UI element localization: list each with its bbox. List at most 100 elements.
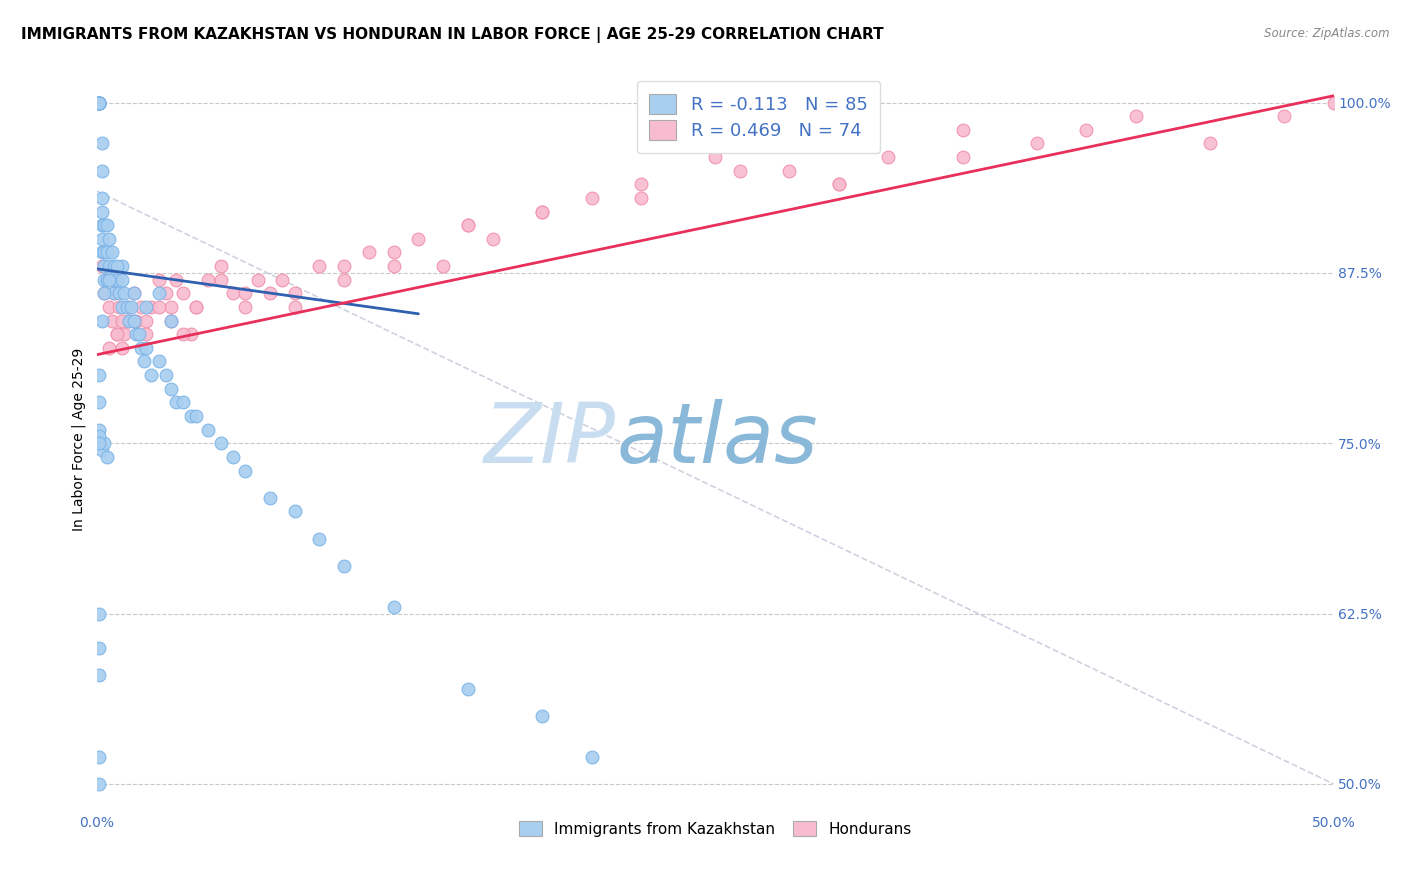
Point (103, 259, 125, 273)
Point (581, 749, 603, 764)
Point (1076, 123, 1098, 137)
Point (155, 368, 177, 383)
Point (581, 191, 603, 205)
Point (105, 273, 128, 287)
Point (118, 313, 141, 327)
Point (333, 259, 356, 273)
Point (103, 286, 125, 301)
Point (135, 341, 157, 355)
Point (233, 300, 256, 314)
Point (233, 286, 256, 301)
Point (165, 273, 187, 287)
Point (90, 245, 112, 260)
Point (952, 150, 974, 164)
Point (89, 668, 111, 682)
Point (96, 450, 118, 464)
Point (122, 313, 145, 327)
Point (90, 191, 112, 205)
Point (98, 232, 121, 246)
Point (630, 191, 652, 205)
Legend: Immigrants from Kazakhstan, Hondurans: Immigrants from Kazakhstan, Hondurans (512, 814, 920, 845)
Point (531, 204, 554, 219)
Point (103, 286, 125, 301)
Text: atlas: atlas (616, 400, 818, 481)
Point (432, 259, 454, 273)
Point (89, 640, 111, 655)
Point (105, 327, 128, 342)
Point (89, 395, 111, 409)
Point (155, 286, 177, 301)
Point (704, 150, 727, 164)
Point (197, 423, 219, 437)
Point (457, 218, 479, 232)
Point (118, 313, 141, 327)
Point (141, 300, 163, 314)
Point (93, 436, 115, 450)
Point (96, 273, 118, 287)
Point (110, 259, 132, 273)
Point (148, 273, 170, 287)
Point (93, 286, 115, 301)
Point (209, 436, 232, 450)
Point (89, 423, 111, 437)
Point (778, 163, 800, 178)
Point (89, 95, 111, 110)
Point (531, 204, 554, 219)
Point (1272, 109, 1295, 123)
Point (110, 300, 132, 314)
Point (105, 327, 128, 342)
Point (172, 327, 194, 342)
Point (131, 300, 153, 314)
Point (246, 273, 269, 287)
Point (89, 777, 111, 791)
Point (110, 341, 132, 355)
Point (89, 749, 111, 764)
Point (93, 259, 115, 273)
Point (89, 95, 111, 110)
Point (457, 681, 479, 696)
Point (89, 368, 111, 383)
Point (122, 286, 145, 301)
Point (110, 313, 132, 327)
Point (481, 232, 503, 246)
Point (115, 300, 138, 314)
Point (184, 300, 207, 314)
Point (125, 313, 148, 327)
Point (209, 259, 232, 273)
Point (148, 286, 170, 301)
Point (457, 218, 479, 232)
Point (160, 300, 183, 314)
Point (93, 273, 115, 287)
Point (284, 300, 307, 314)
Point (180, 409, 202, 423)
Point (93, 245, 115, 260)
Point (197, 273, 219, 287)
Point (90, 218, 112, 232)
Point (128, 327, 150, 342)
Point (333, 558, 356, 573)
Point (1198, 136, 1220, 151)
Point (630, 178, 652, 192)
Point (135, 300, 157, 314)
Point (531, 708, 554, 723)
Text: ZIP: ZIP (484, 400, 616, 481)
Point (135, 313, 157, 327)
Point (89, 607, 111, 621)
Point (90, 313, 112, 327)
Point (89, 95, 111, 110)
Point (90, 163, 112, 178)
Point (110, 273, 132, 287)
Point (93, 218, 115, 232)
Point (271, 273, 294, 287)
Point (89, 95, 111, 110)
Point (160, 313, 183, 327)
Point (100, 245, 122, 260)
Point (108, 300, 131, 314)
Point (184, 300, 207, 314)
Text: IMMIGRANTS FROM KAZAKHSTAN VS HONDURAN IN LABOR FORCE | AGE 25-29 CORRELATION CH: IMMIGRANTS FROM KAZAKHSTAN VS HONDURAN I… (21, 27, 884, 43)
Point (100, 313, 122, 327)
Point (108, 286, 131, 301)
Point (100, 273, 122, 287)
Point (90, 259, 112, 273)
Point (122, 286, 145, 301)
